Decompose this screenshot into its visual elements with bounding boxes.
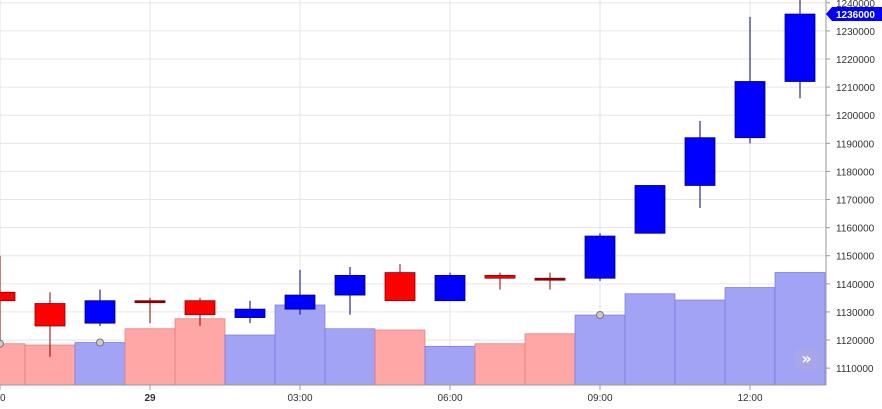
y-tick-label: 1200000 (836, 111, 875, 122)
candle-body (0, 291, 16, 302)
candle-body (334, 275, 366, 296)
candle-body (434, 275, 466, 302)
volume-bar (624, 293, 676, 386)
volume-bar (0, 343, 26, 386)
axes (0, 0, 830, 390)
candle-body (134, 300, 166, 304)
y-tick-label: 1150000 (836, 252, 875, 263)
x-tick-label: 12:00 (737, 393, 762, 404)
candle-body (784, 13, 816, 82)
volume-trend-point (596, 311, 604, 319)
y-tick-label: 1240000 (836, 0, 875, 10)
volume-bar (724, 287, 776, 386)
grid-lines (0, 0, 826, 385)
y-tick-label: 1230000 (836, 27, 875, 38)
candle-body (634, 185, 666, 234)
x-tick-label: 03:00 (287, 393, 312, 404)
volume-bar (424, 345, 476, 386)
volume-bar (374, 329, 426, 386)
y-tick-label: 1220000 (836, 55, 875, 66)
volume-trend-point (0, 339, 4, 348)
y-tick-label: 1170000 (836, 196, 875, 207)
volume-bar (224, 334, 276, 386)
candle-body (734, 81, 766, 139)
volume-bar (674, 299, 726, 386)
x-tick-label: 06:00 (437, 393, 462, 404)
y-axis-ticks: 1110000 1120000 1130000 1140000 1150000 11600… (836, 0, 875, 375)
volume-bar (324, 328, 376, 386)
price-tag-label: 1236000 (836, 10, 875, 21)
candle-body (534, 277, 566, 281)
volume-bar (574, 314, 626, 386)
candle-body (284, 294, 316, 310)
scroll-right-button[interactable]: » (793, 346, 820, 373)
volume-bar (274, 304, 326, 386)
candle-body (484, 275, 516, 279)
x-axis-ticks: 00 29 03:00 06:00 09:00 12:00 (0, 393, 763, 404)
candle-body (184, 300, 216, 316)
candle-body (584, 235, 616, 279)
candle-body (384, 272, 416, 302)
volume-bar (124, 328, 176, 386)
candles (0, 0, 816, 357)
volume-bars (0, 272, 826, 386)
candle-body (684, 137, 716, 186)
y-tick-label: 1120000 (836, 336, 875, 347)
x-tick-label: 00 (0, 393, 6, 404)
y-tick-label: 1160000 (836, 224, 875, 235)
volume-trend (0, 311, 604, 348)
x-tick-label: 09:00 (587, 393, 612, 404)
y-tick-label: 1180000 (836, 167, 875, 178)
volume-bar (524, 333, 576, 386)
volume-bar (474, 343, 526, 386)
y-tick-label: 1110000 (836, 364, 874, 375)
volume-trend-point (96, 338, 104, 347)
y-tick-label: 1190000 (836, 139, 875, 150)
volume-bar (174, 318, 226, 386)
y-tick-label: 1210000 (836, 83, 875, 94)
candle-body (234, 308, 266, 318)
candle-body (34, 303, 66, 327)
volume-bar (74, 342, 126, 386)
y-tick-label: 1140000 (836, 280, 875, 291)
candle-body (84, 300, 116, 324)
y-tick-label: 1130000 (836, 308, 875, 319)
x-tick-label: 29 (144, 393, 156, 404)
price-tag-box (826, 7, 882, 22)
current-price-tag: 1236000 (826, 7, 882, 22)
